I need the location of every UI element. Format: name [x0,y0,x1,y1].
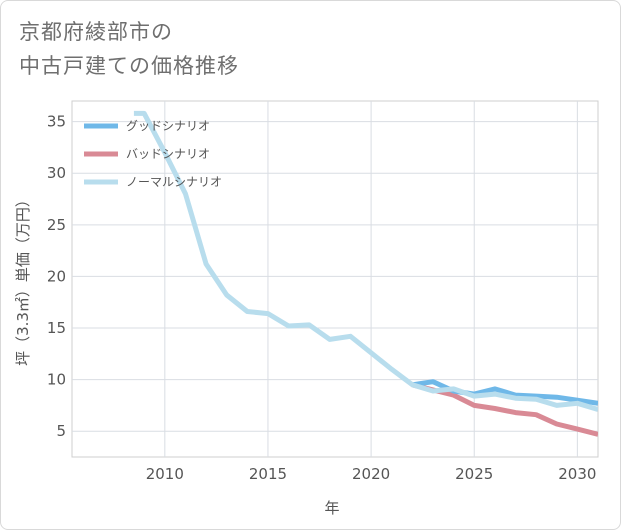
x-tick-label: 2015 [249,465,287,483]
chart-title: 京都府綾部市の 中古戸建ての価格推移 [19,15,239,83]
series-line [412,379,598,406]
x-axis-label: 年 [324,499,339,517]
y-tick-label: 20 [47,267,66,285]
y-tick-label: 35 [47,113,66,131]
chart-title-line-2: 中古戸建ての価格推移 [19,54,239,78]
y-tick-label: 25 [47,216,66,234]
legend-label: バッドシナリオ [126,147,210,161]
y-tick-label: 15 [47,319,66,337]
series-line [133,110,598,412]
y-tick-label: 5 [56,422,66,440]
x-tick-label: 2010 [146,465,184,483]
y-tick-label: 30 [47,164,66,182]
legend-label: グッドシナリオ [126,119,210,133]
y-tick-label: 10 [47,371,66,389]
x-tick-label: 2025 [455,465,493,483]
y-axis-label: 坪（3.3㎡）単価（万円） [14,192,32,366]
x-tick-label: 2030 [558,465,596,483]
series-line [411,382,598,437]
chart-title-line-1: 京都府綾部市の [19,20,173,44]
x-tick-label: 2020 [352,465,390,483]
legend-label: ノーマルシナリオ [126,175,222,189]
